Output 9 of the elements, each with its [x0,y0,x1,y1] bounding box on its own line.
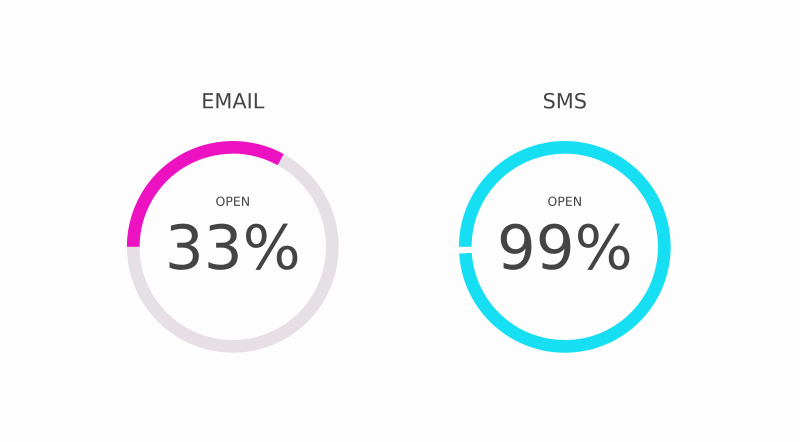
slice-label: OPEN [216,196,249,206]
donut-slice [458,140,671,353]
chart-title: SMS [544,92,586,109]
chart-title: EMAIL [203,93,264,108]
data-label: 33% [170,224,298,270]
data-label: 99% [500,224,630,270]
donut-slice [458,246,472,254]
slice-label: OPEN [548,196,581,206]
donut-slice [126,154,339,353]
